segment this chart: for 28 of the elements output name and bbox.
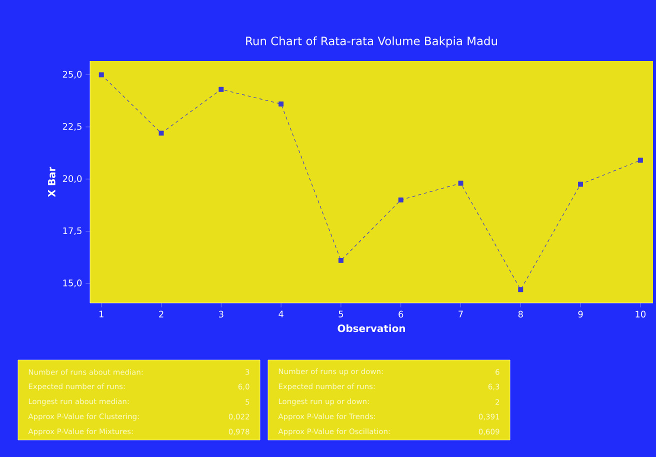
x-tick-label: 7 bbox=[458, 310, 463, 318]
y-tick-label: 20,0 bbox=[62, 175, 82, 183]
point bbox=[518, 287, 524, 292]
point bbox=[278, 101, 284, 106]
x-tick-label: 2 bbox=[159, 310, 164, 318]
x-tick-label: 10 bbox=[636, 310, 646, 318]
point bbox=[218, 86, 224, 92]
x-tick-label: 1 bbox=[100, 310, 104, 318]
y-tick-label: 22,5 bbox=[62, 123, 82, 131]
point bbox=[578, 182, 584, 187]
point bbox=[638, 158, 643, 163]
x-tick-label: 8 bbox=[518, 310, 523, 318]
x-tick-label: 9 bbox=[578, 310, 583, 318]
x-tick-label: 6 bbox=[398, 310, 404, 318]
chart-title: Run Chart of Rata-rata Volume Bakpia Madu bbox=[246, 36, 497, 48]
point bbox=[398, 197, 404, 202]
point bbox=[458, 180, 464, 186]
point bbox=[98, 72, 104, 78]
x-axis-title: Observation bbox=[338, 324, 405, 332]
x-tick-label: 5 bbox=[338, 310, 344, 318]
x-tick-label: 3 bbox=[219, 310, 224, 318]
x-tick-label: 4 bbox=[278, 310, 284, 318]
y-tick-label: 17,5 bbox=[63, 227, 82, 236]
point bbox=[158, 130, 164, 136]
y-tick-label: 25,0 bbox=[62, 70, 82, 79]
y-axis-title: X Bar bbox=[48, 166, 56, 197]
point bbox=[338, 258, 344, 263]
y-tick-label: 15,0 bbox=[63, 280, 82, 288]
